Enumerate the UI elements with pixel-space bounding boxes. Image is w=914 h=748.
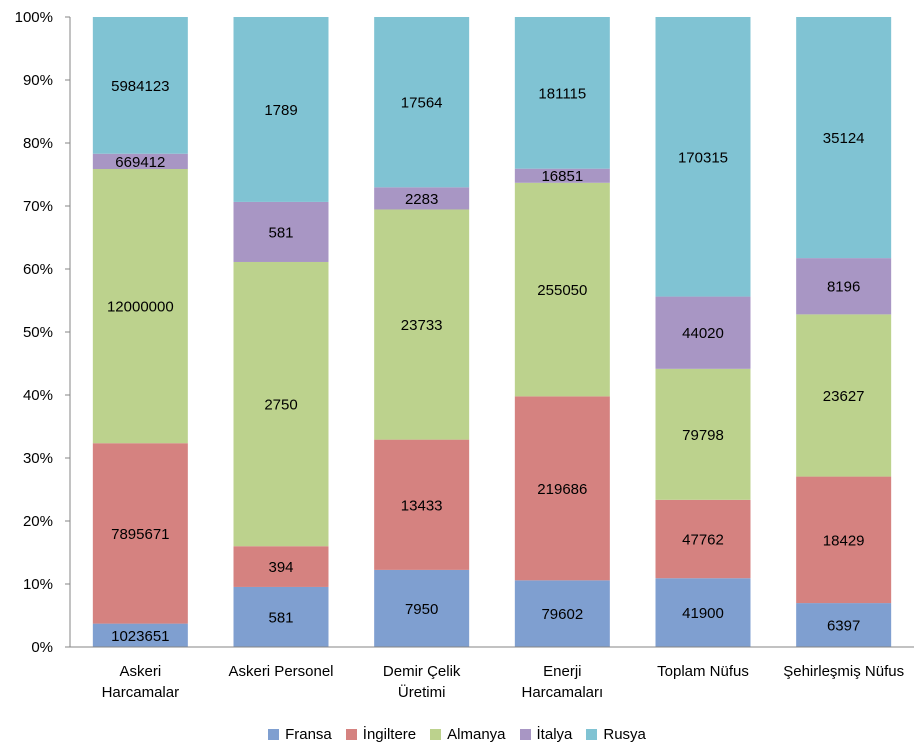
bar-segment bbox=[796, 476, 892, 604]
data-label: 181115 bbox=[538, 85, 586, 102]
bar-segment bbox=[374, 569, 470, 647]
y-tick-label: 20% bbox=[23, 513, 53, 530]
legend-item: İtalya bbox=[519, 726, 573, 743]
x-axis: Askeri Harcamalar Askeri Personel Demir Çel… bbox=[70, 646, 914, 701]
y-tick-label: 100% bbox=[15, 9, 53, 26]
legend-item: Almanya bbox=[430, 726, 506, 743]
bar-segment bbox=[655, 368, 751, 500]
x-tick-label: Demir Çelik Üretimi bbox=[383, 663, 461, 701]
stacked-bar-chart: 0% 10% 20% 30% 40% 50% 60% 70% 80% 90% 100% 102365… bbox=[15, 9, 914, 701]
data-label: 6397 bbox=[827, 618, 860, 635]
y-tick-label: 0% bbox=[31, 639, 53, 656]
legend: Fransa İngiltere Almanya İtalya Rusya bbox=[0, 726, 914, 743]
data-label: 5984123 bbox=[111, 78, 169, 95]
data-label: 23733 bbox=[401, 317, 443, 334]
legend-label: Rusya bbox=[603, 726, 646, 743]
bar-segment bbox=[514, 17, 610, 169]
bar-segment bbox=[233, 201, 329, 262]
bar-segment bbox=[514, 396, 610, 581]
data-label: 16851 bbox=[541, 168, 583, 185]
bar-segment bbox=[92, 153, 188, 170]
bar-segment bbox=[92, 17, 188, 154]
bar-segment bbox=[233, 261, 329, 547]
legend-label: İtalya bbox=[536, 726, 573, 743]
y-tick-label: 50% bbox=[23, 324, 53, 341]
y-tick-label: 30% bbox=[23, 450, 53, 467]
data-label: 219686 bbox=[537, 481, 587, 498]
bar-segment bbox=[233, 586, 329, 647]
bar-segment bbox=[655, 578, 751, 647]
legend-item: Rusya bbox=[586, 726, 646, 743]
y-tick-label: 90% bbox=[23, 72, 53, 89]
x-tick-label: Toplam Nüfus bbox=[657, 663, 749, 680]
data-label: 7950 bbox=[405, 601, 438, 618]
legend-label: Fransa bbox=[285, 726, 332, 743]
bar-segment bbox=[655, 499, 751, 579]
bar-segment bbox=[655, 296, 751, 369]
bar-segment bbox=[514, 168, 610, 183]
bar-segment bbox=[233, 17, 329, 202]
bar-segment bbox=[92, 623, 188, 647]
x-tick-label: Enerji Harcamaları bbox=[521, 663, 603, 701]
data-label: 18429 bbox=[823, 532, 865, 549]
x-tick-label: Şehirleşmiş Nüfus bbox=[783, 663, 904, 680]
x-tick-label: Askeri Personel bbox=[228, 663, 333, 680]
data-label: 41900 bbox=[682, 605, 724, 622]
legend-swatch bbox=[519, 729, 531, 740]
bar-segment bbox=[92, 443, 188, 624]
legend-label: Almanya bbox=[447, 726, 506, 743]
bar-segment bbox=[796, 17, 892, 259]
data-label: 394 bbox=[268, 559, 293, 576]
data-label: 23627 bbox=[823, 388, 865, 405]
data-label: 35124 bbox=[823, 130, 865, 147]
data-label: 2750 bbox=[264, 397, 297, 414]
y-tick-label: 60% bbox=[23, 261, 53, 278]
y-tick-label: 40% bbox=[23, 387, 53, 404]
data-label: 44020 bbox=[682, 325, 724, 342]
bar-segment bbox=[92, 169, 188, 444]
x-tick-label: Askeri Harcamalar bbox=[102, 663, 180, 701]
data-label: 1023651 bbox=[111, 628, 169, 645]
data-label: 17564 bbox=[401, 95, 443, 112]
data-label: 581 bbox=[268, 609, 293, 626]
y-tick-label: 70% bbox=[23, 198, 53, 215]
data-label: 170315 bbox=[678, 149, 728, 166]
legend-label: İngiltere bbox=[362, 726, 417, 743]
data-label: 669412 bbox=[115, 154, 165, 171]
y-axis: 0% 10% 20% 30% 40% 50% 60% 70% 80% 90% 100% bbox=[15, 9, 71, 656]
data-label: 79602 bbox=[541, 606, 583, 623]
y-tick-label: 10% bbox=[23, 576, 53, 593]
data-label: 79798 bbox=[682, 427, 724, 444]
bar-segment bbox=[796, 258, 892, 315]
data-label: 255050 bbox=[537, 282, 587, 299]
bar-segment bbox=[514, 580, 610, 647]
data-label: 7895671 bbox=[111, 526, 169, 543]
data-label: 581 bbox=[268, 224, 293, 241]
bar-segment bbox=[374, 439, 470, 570]
bar-segment bbox=[514, 182, 610, 397]
bar-segment bbox=[374, 187, 470, 210]
legend-item: İngiltere bbox=[345, 726, 417, 743]
bars: 1023651 7895671 12000000 669412 5984123 581 39… bbox=[92, 17, 892, 647]
data-label: 12000000 bbox=[107, 299, 174, 316]
data-label: 13433 bbox=[401, 497, 443, 514]
bar-segment bbox=[233, 546, 329, 587]
bar-segment bbox=[655, 17, 751, 297]
legend-swatch bbox=[586, 729, 598, 740]
legend-swatch bbox=[430, 729, 442, 740]
legend-item: Fransa bbox=[268, 726, 332, 743]
legend-swatch bbox=[268, 729, 280, 740]
data-label: 2283 bbox=[405, 191, 438, 208]
y-tick-label: 80% bbox=[23, 135, 53, 152]
bar-segment bbox=[374, 209, 470, 440]
data-label: 47762 bbox=[682, 532, 724, 549]
legend-swatch bbox=[345, 729, 357, 740]
data-label: 8196 bbox=[827, 279, 860, 296]
data-label: 1789 bbox=[264, 102, 297, 119]
bar-segment bbox=[374, 17, 470, 188]
bar-segment bbox=[796, 314, 892, 477]
bar-segment bbox=[796, 603, 892, 647]
